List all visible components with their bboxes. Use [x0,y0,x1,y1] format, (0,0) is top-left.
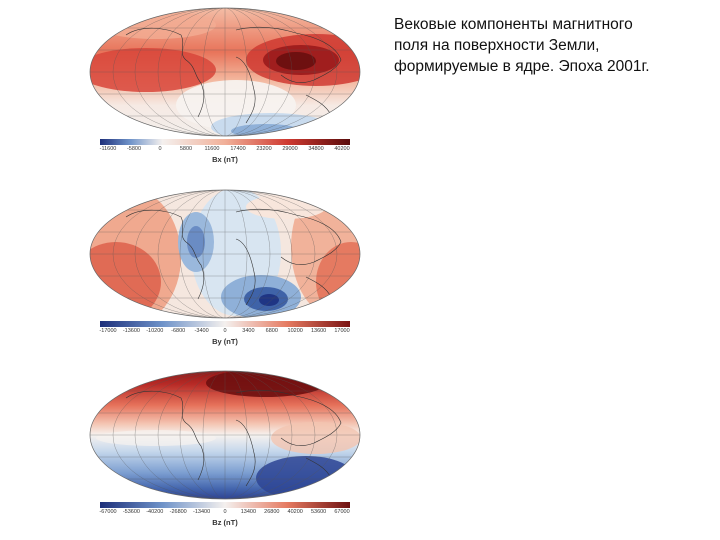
bx-tick-label: 40200 [334,146,350,152]
by-tick-label: 17000 [334,328,350,334]
by-tick-label: 3400 [242,328,255,334]
by-tick-label: 10200 [287,328,303,334]
by-tick-label: 6800 [265,328,278,334]
bx-tick-label: 29000 [282,146,298,152]
caption-line-2: поля на поверхности Земли, [394,37,600,54]
bx-colorbar [100,139,350,145]
caption-line-1: Вековые компоненты магнитного [394,16,633,33]
by-tick-label: 13600 [310,328,327,334]
bz-tick-label: 67000 [334,509,350,515]
bx-map [89,7,361,137]
bx-tick-label: 0 [158,146,162,152]
bz-tick-label: 40200 [287,509,303,515]
bz-tick-label: -26800 [169,509,187,515]
bz-tick-label: 26800 [264,509,280,515]
by-colorbar [100,321,350,327]
bx-tick-label: 23200 [256,146,272,152]
bz-tick-label: 0 [223,509,227,515]
by-tick-label: -10200 [146,328,164,334]
caption: Вековые компоненты магнитного поля на по… [394,14,694,77]
bz-map [89,370,361,500]
bx-tick-label: 5800 [179,146,193,152]
bx-tick-label: -11600 [99,146,117,152]
by-tick-label: -3400 [194,328,209,334]
bx-tick-label: 34800 [308,146,324,152]
bz-tick-label: -67000 [99,509,117,515]
bz-panel: -67000 -53600 -40200 -26800 -13400 0 13400 2680… [86,368,364,527]
bx-colorbar-title: Bx (nT) [212,155,238,164]
by-tick-label: 0 [223,328,227,334]
caption-line-3: формируемые в ядре. Эпоха 2001г. [394,58,650,75]
by-tick-label: -6800 [171,328,186,334]
bz-tick-labels: -67000 -53600 -40200 -26800 -13400 0 13400 2680… [86,509,364,517]
bx-tick-label: 11600 [204,146,220,152]
by-panel: -17000 -13600 -10200 -6800 -3400 0 3400 6800 102… [86,187,364,346]
bz-tick-label: 13400 [240,509,257,515]
graticule [90,8,360,136]
bx-tick-label: -5800 [126,146,142,152]
by-map [89,189,361,319]
graticule [90,371,360,499]
by-tick-label: -13600 [122,328,140,334]
coastlines [125,389,342,487]
bz-tick-label: -13400 [193,509,211,515]
bz-tick-label: -53600 [122,509,140,515]
by-tick-label: -17000 [99,328,117,334]
graticule [90,190,360,318]
bz-tick-label: 53600 [310,509,327,515]
bz-tick-label: -40200 [146,509,164,515]
by-tick-labels: -17000 -13600 -10200 -6800 -3400 0 3400 6800 102… [86,328,364,336]
bz-colorbar [100,502,350,508]
bx-tick-labels: -11600 -5800 0 5800 11600 17400 23200 29000 3480… [86,146,364,154]
bz-colorbar-title: Bz (nT) [212,518,238,527]
bx-panel: -11600 -5800 0 5800 11600 17400 23200 29000 3480… [86,5,364,164]
bx-tick-label: 17400 [230,146,246,152]
by-colorbar-title: By (nT) [212,337,238,346]
